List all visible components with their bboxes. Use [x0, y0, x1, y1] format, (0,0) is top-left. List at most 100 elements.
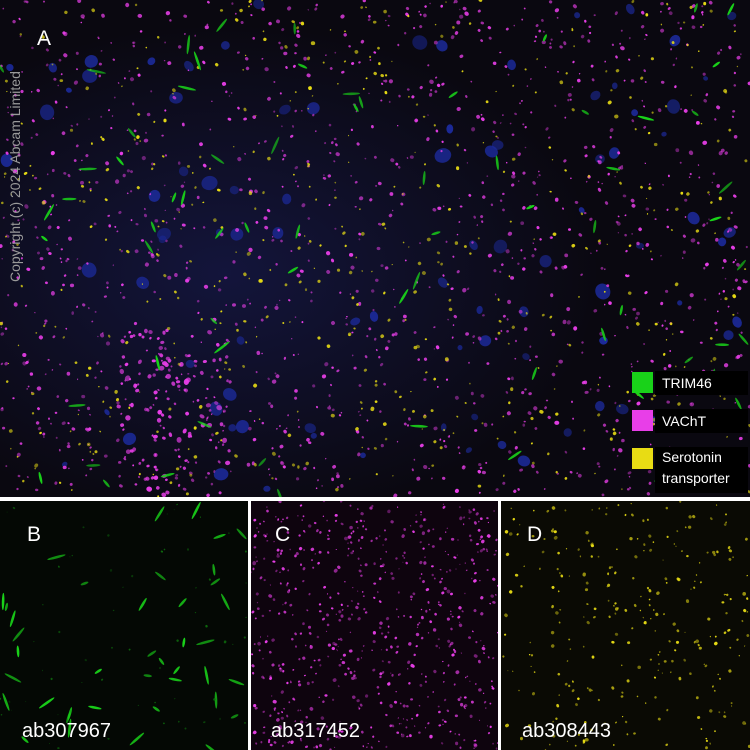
- signal-spot: [742, 592, 747, 596]
- signal-spot: [208, 409, 212, 412]
- signal-spot: [103, 454, 108, 458]
- signal-spot: [697, 164, 700, 166]
- signal-spot: [164, 347, 167, 351]
- signal-spot: [636, 401, 641, 406]
- signal-spot: [173, 217, 176, 220]
- signal-spot: [647, 470, 652, 474]
- signal-spot: [730, 702, 733, 705]
- signal-spot: [228, 532, 230, 534]
- signal-spot: [490, 594, 494, 598]
- signal-spot: [442, 505, 446, 509]
- signal-spot: [155, 355, 160, 371]
- signal-spot: [403, 528, 407, 531]
- signal-spot: [205, 476, 208, 479]
- signal-spot: [110, 127, 113, 130]
- signal-spot: [517, 455, 531, 467]
- signal-spot: [576, 78, 581, 83]
- signal-spot: [361, 436, 365, 439]
- signal-spot: [161, 220, 165, 223]
- signal-spot: [536, 176, 539, 178]
- signal-spot: [336, 648, 338, 650]
- signal-spot: [327, 655, 330, 658]
- signal-spot: [392, 475, 394, 477]
- signal-spot: [554, 420, 560, 425]
- signal-spot: [77, 0, 82, 3]
- signal-spot: [34, 463, 39, 468]
- signal-spot: [695, 574, 698, 576]
- signal-spot: [81, 394, 86, 399]
- signal-spot: [50, 213, 53, 216]
- signal-spot: [528, 392, 532, 396]
- signal-spot: [604, 201, 609, 205]
- signal-spot: [299, 21, 301, 25]
- signal-spot: [62, 197, 77, 201]
- signal-spot: [717, 237, 727, 247]
- signal-spot: [689, 172, 692, 176]
- signal-spot: [156, 36, 160, 39]
- signal-spot: [85, 86, 89, 91]
- signal-spot: [268, 594, 273, 598]
- signal-spot: [259, 636, 262, 638]
- signal-spot: [91, 320, 94, 323]
- signal-spot: [28, 359, 30, 361]
- signal-spot: [371, 649, 373, 652]
- signal-spot: [104, 238, 108, 241]
- signal-spot: [30, 136, 33, 139]
- signal-spot: [239, 8, 243, 13]
- signal-spot: [550, 630, 555, 635]
- signal-spot: [155, 486, 160, 490]
- signal-spot: [465, 569, 468, 572]
- signal-spot: [468, 510, 472, 514]
- signal-spot: [523, 565, 525, 567]
- signal-spot: [495, 135, 498, 138]
- signal-spot: [746, 597, 749, 600]
- signal-spot: [13, 144, 17, 147]
- signal-spot: [167, 275, 172, 280]
- signal-spot: [223, 388, 237, 401]
- signal-spot: [371, 289, 375, 293]
- signal-spot: [684, 631, 686, 634]
- signal-spot: [631, 0, 635, 4]
- signal-spot: [641, 10, 645, 15]
- signal-spot: [218, 280, 221, 283]
- signal-spot: [12, 19, 16, 24]
- signal-spot: [723, 397, 726, 400]
- signal-spot: [698, 646, 702, 650]
- signal-spot: [494, 337, 498, 341]
- signal-spot: [276, 554, 280, 558]
- signal-spot: [718, 196, 722, 201]
- signal-spot: [660, 301, 664, 306]
- signal-spot: [674, 85, 677, 89]
- signal-spot: [512, 84, 515, 87]
- signal-spot: [615, 418, 619, 423]
- signal-spot: [493, 120, 497, 125]
- signal-spot: [122, 428, 125, 431]
- signal-spot: [709, 337, 713, 340]
- signal-spot: [108, 109, 110, 112]
- signal-spot: [391, 333, 395, 337]
- signal-spot: [455, 568, 457, 570]
- signal-spot: [569, 98, 572, 101]
- signal-spot: [464, 402, 467, 404]
- signal-spot: [477, 484, 482, 488]
- signal-spot: [246, 298, 249, 301]
- signal-spot: [229, 185, 239, 195]
- signal-spot: [550, 38, 553, 41]
- signal-spot: [718, 292, 721, 295]
- signal-spot: [434, 148, 452, 163]
- signal-spot: [322, 174, 325, 176]
- signal-spot: [315, 745, 319, 749]
- signal-spot: [360, 547, 362, 550]
- signal-spot: [267, 377, 270, 381]
- signal-spot: [295, 224, 301, 239]
- signal-spot: [433, 326, 436, 329]
- signal-spot: [734, 259, 737, 261]
- signal-spot: [408, 682, 411, 685]
- signal-spot: [631, 513, 634, 517]
- signal-spot: [480, 113, 483, 116]
- signal-spot: [252, 150, 255, 154]
- signal-spot: [567, 92, 572, 97]
- signal-spot: [296, 26, 299, 30]
- signal-spot: [511, 257, 514, 259]
- signal-spot: [419, 25, 423, 29]
